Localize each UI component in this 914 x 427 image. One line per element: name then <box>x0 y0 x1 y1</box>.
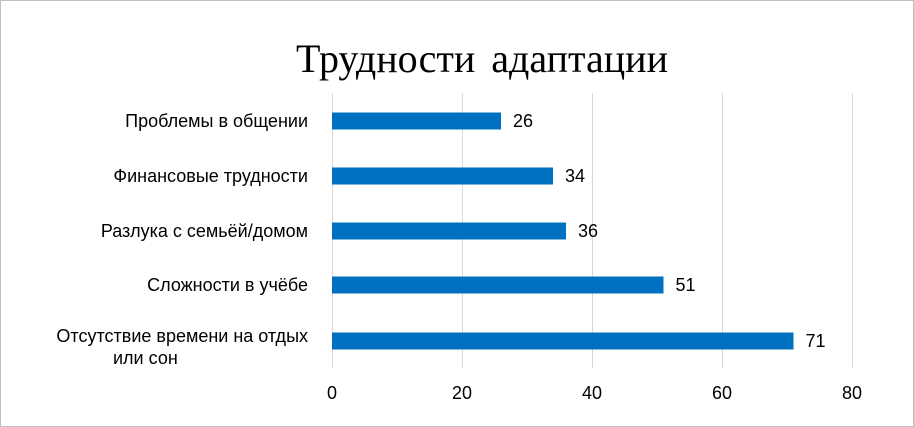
category-label: Отсутствие времени на отдых или сон <box>56 326 308 368</box>
bar <box>332 332 794 350</box>
bar <box>332 112 501 130</box>
data-label: 71 <box>806 331 826 351</box>
category-labels: Проблемы в общении Финансовые трудности Ра… <box>56 111 308 368</box>
category-label: Разлука с семьёй/домом <box>101 221 308 241</box>
x-tick-label: 20 <box>452 383 472 403</box>
category-label: Сложности в учёбе <box>147 275 308 295</box>
data-label: 51 <box>676 275 696 295</box>
bar <box>332 222 566 240</box>
x-tick-label: 0 <box>327 383 337 403</box>
data-labels: 26 34 36 51 71 <box>513 111 826 351</box>
data-label: 34 <box>565 166 585 186</box>
bar <box>332 276 664 294</box>
chart-title: Трудности адаптации <box>296 36 668 81</box>
data-label: 36 <box>578 221 598 241</box>
tick-labels: 0 20 40 60 80 <box>327 383 862 403</box>
x-tick-label: 60 <box>712 383 732 403</box>
x-tick-label: 40 <box>582 383 602 403</box>
category-label: Финансовые трудности <box>113 166 308 186</box>
x-tick-label: 80 <box>842 383 862 403</box>
bar <box>332 167 553 185</box>
category-label: Проблемы в общении <box>125 111 308 131</box>
bars <box>332 112 794 350</box>
data-label: 26 <box>513 111 533 131</box>
